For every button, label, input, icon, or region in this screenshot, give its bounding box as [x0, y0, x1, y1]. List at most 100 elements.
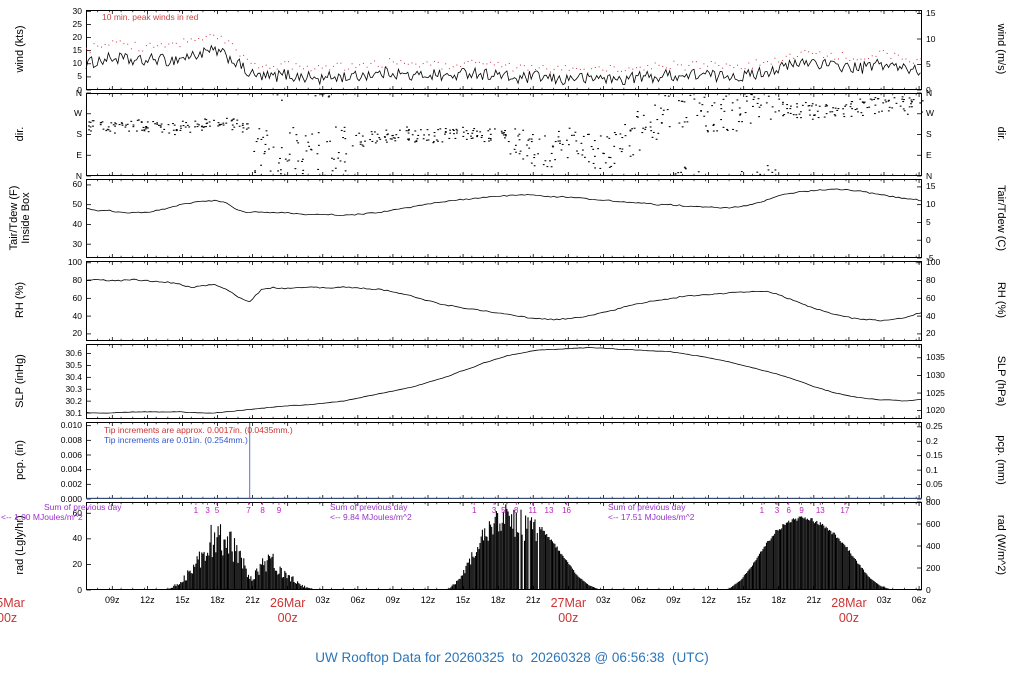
y-tick-label-right: 80: [926, 275, 936, 286]
date-label: 26Mar 00z: [264, 596, 312, 626]
rad-cumulative-mark: 1: [471, 505, 477, 515]
y-tick-label-right: 10: [926, 199, 936, 210]
x-tick-label: 09z: [105, 595, 120, 605]
y-tick-label-right: 0: [926, 84, 931, 95]
plot-wind: [85, 10, 922, 91]
y-tick-label-right: 1035: [926, 352, 945, 363]
y-tick-label-left: 10: [72, 58, 82, 69]
x-tick-label: 06z: [631, 595, 646, 605]
rad-cumulative-mark: 9: [799, 505, 804, 515]
y-tick-label-right: 0.05: [926, 479, 943, 490]
axis-ticks: [86, 92, 922, 177]
plot-tair: [85, 179, 923, 259]
y-tick-label-right: 0.15: [926, 450, 943, 461]
date-label-date: 27Mar: [550, 596, 587, 610]
y-tick-label-left: 80: [72, 275, 82, 286]
plot-border: [86, 179, 922, 258]
y-tick-label-right: 1020: [926, 405, 945, 416]
y-tick-label-left: S: [76, 129, 82, 139]
y-tick-label-left: 100: [67, 257, 82, 268]
date-label: 27Mar 00z: [544, 596, 592, 626]
rad-cumulative-mark: 5: [501, 505, 506, 515]
y-tick-label-right: W: [926, 108, 935, 119]
series-wind-average: [85, 44, 921, 86]
series-solar-radiation: [161, 504, 891, 590]
y-tick-label-left: 30.4: [65, 371, 82, 382]
plot-slp: [85, 344, 923, 419]
y-tick-label-left: 0.008: [60, 434, 82, 445]
y-tick-label-right: 1030: [926, 369, 945, 380]
series-relative-humidity: [85, 278, 923, 322]
axis-ticks: [86, 344, 922, 419]
y-tick-label-left: 20: [72, 328, 82, 339]
x-tick-label: 03z: [596, 595, 611, 605]
rad-cumulative-mark: 8: [514, 505, 519, 515]
annotation-wind-1: 10 min. peak winds in red: [102, 12, 199, 22]
y-tick-label-left: 60: [72, 292, 82, 303]
date-label-date: 28Mar: [831, 596, 867, 610]
panel-dir: dir. dir. N E S W N N E S W N: [0, 88, 1024, 180]
rad-cumulative-mark: 9: [276, 505, 282, 515]
rad-cumulative-mark: 11: [528, 505, 537, 515]
y-tick-label-right: 5: [926, 59, 931, 69]
panel-tair: Tair/Tdew (F) Inside Box Tair/Tdew (C) 30 4…: [0, 179, 1024, 262]
caption: UW Rooftop Data for 20260325 to 20260328…: [315, 650, 709, 665]
y-tick-label-left: 5: [77, 71, 82, 82]
panel-pcp: pcp. (in) pcp. (mm) 0.000 0.002 0.004 0.006 0.…: [0, 420, 1024, 503]
y-tick-label-right: 20: [926, 328, 936, 339]
y-tick-label-left: 60: [72, 179, 82, 190]
x-tick-label: 12z: [140, 595, 155, 605]
date-label-time: 00z: [0, 611, 18, 625]
x-tick-label: 03z: [876, 595, 892, 605]
y-tick-label-left: W: [73, 108, 82, 119]
y-tick-label-left: 30.6: [65, 348, 82, 359]
y-tick-label-left: E: [76, 149, 82, 160]
x-tick-label: 03z: [315, 595, 331, 605]
rad-cumulative-mark: 17: [840, 505, 850, 515]
rad-cumulative-mark: 13: [815, 505, 825, 515]
y-tick-label-left: 20: [72, 558, 82, 569]
plot-pcp: [86, 422, 922, 500]
y-tick-label-left: 30: [72, 5, 82, 16]
rad-cumulative-mark: 6: [786, 505, 791, 515]
y-tick-label-right: 10: [926, 33, 936, 44]
y-tick-label-left: 30: [72, 238, 82, 249]
annotation-rad-1: Sum of previous day: [44, 502, 122, 512]
date-label-date: 26Mar: [269, 596, 306, 610]
series-wind-10min-peak: [86, 34, 922, 74]
x-tick-label: 12z: [701, 595, 716, 605]
rad-cumulative-mark: 13: [544, 505, 554, 515]
x-tick-label: 18z: [210, 595, 225, 605]
y-tick-label-right: -5: [926, 252, 934, 263]
x-tick-label: 21z: [245, 595, 260, 605]
y-tick-label-left: 0.006: [60, 449, 82, 460]
plot-rh: [85, 261, 923, 341]
axis-ticks: [86, 261, 922, 341]
y-tick-label-right: 15: [926, 181, 936, 192]
date-label-date: 25Mar: [0, 596, 25, 610]
y-tick-label-right: 400: [926, 540, 941, 551]
plot-border: [86, 344, 922, 419]
y-tick-label-left: 0.002: [60, 478, 82, 489]
y-tick-label-right: 0: [926, 234, 931, 245]
series-sea-level-pressure: [85, 346, 923, 414]
rad-cumulative-mark: 3: [205, 505, 210, 515]
annotation-rad-6: <-- 17.51 MJoules/m^2: [608, 512, 695, 522]
y-tick-label-right: 1025: [926, 387, 945, 398]
y-tick-label-right: 15: [926, 8, 936, 19]
y-tick-label-right: 600: [926, 518, 941, 529]
series-air-temperature: [85, 188, 923, 216]
y-tick-label-left: 0.010: [60, 420, 82, 431]
series-wind-direction: [88, 93, 924, 176]
plot-rad: [86, 501, 922, 591]
annotation-pcp-1: Tip increments are approx. 0.0017in. (0.…: [104, 425, 293, 435]
x-tick-label: 12z: [420, 595, 436, 605]
y-tick-label-right: 0.2: [926, 435, 938, 446]
y-tick-label-left: 20: [72, 32, 82, 43]
y-tick-label-left: 0: [77, 584, 82, 595]
x-tick-label: 15z: [175, 595, 190, 605]
axis-label-left-rad: rad (Lgly/hr): [14, 515, 26, 575]
x-axis: 09z 12z 15z 18z 21z 03z 06z 09z 12z 15z 18z 21z 03z 0…: [0, 591, 1024, 646]
rad-cumulative-mark: 5: [214, 505, 220, 515]
y-tick-label-right: N: [926, 170, 933, 181]
